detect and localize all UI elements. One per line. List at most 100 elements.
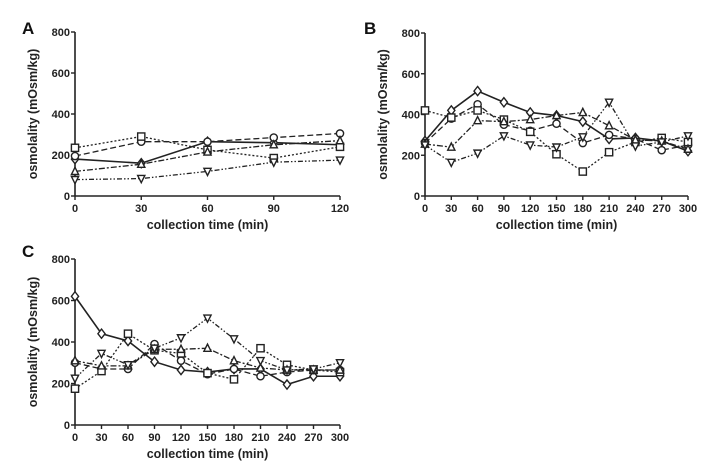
panel-b: B 0 200 400 600 800 0 30 60 90 120 150 180 210 240 270 3… — [364, 19, 697, 232]
x-tick-label: 270 — [304, 432, 322, 444]
triangle-down-marker — [149, 344, 160, 354]
series-line — [74, 132, 341, 157]
diamond-marker — [176, 364, 186, 376]
triangle-up-marker — [551, 109, 562, 120]
circle-marker — [604, 130, 614, 140]
x-tick-label: 150 — [547, 203, 565, 215]
y-axis-label: osmolality (mOsm/kg) — [26, 277, 40, 408]
x-tick-label: 240 — [278, 432, 296, 444]
square-marker — [525, 127, 535, 137]
triangle-up-marker — [229, 355, 239, 365]
square-marker — [203, 368, 212, 378]
panel-label: B — [364, 19, 376, 38]
diamond-marker — [150, 355, 159, 368]
y-axis-label: osmolality (mOsm/kg) — [376, 49, 390, 180]
y-tick-label: 800 — [402, 28, 420, 40]
square-marker — [70, 384, 80, 393]
triangle-down-marker — [604, 98, 614, 108]
square-marker — [604, 147, 614, 157]
x-tick-label: 90 — [148, 432, 160, 444]
triangle-up-marker — [202, 146, 213, 156]
series-line — [74, 159, 341, 181]
diamond-marker — [578, 115, 588, 128]
circle-marker — [176, 356, 186, 365]
circle-marker — [552, 119, 561, 128]
x-tick-label: 30 — [135, 203, 147, 215]
series-line — [424, 101, 689, 164]
triangle-down-marker — [656, 138, 667, 148]
series-triangle-down — [70, 314, 345, 384]
y-tick-label: 400 — [402, 110, 420, 122]
circle-marker — [229, 364, 239, 374]
series-triangle-down — [70, 156, 345, 186]
triangle-down-marker — [229, 335, 239, 345]
y-tick-label: 800 — [52, 27, 70, 39]
triangle-up-marker — [578, 106, 588, 117]
x-tick-label: 0 — [422, 203, 428, 215]
triangle-down-marker — [202, 167, 213, 178]
triangle-down-marker — [136, 174, 146, 185]
diamond-marker — [70, 290, 80, 303]
square-marker — [70, 143, 80, 153]
y-tick-label: 600 — [52, 296, 70, 308]
triangle-down-marker — [446, 158, 457, 169]
triangle-up-marker — [683, 143, 693, 153]
series-triangle-up — [420, 106, 693, 153]
triangle-down-marker — [578, 133, 588, 143]
panel-label: A — [22, 19, 34, 38]
series-triangle-up — [70, 134, 345, 176]
diamond-marker — [123, 335, 133, 347]
x-axis-label: collection time (min) — [496, 218, 618, 232]
triangle-down-marker — [308, 365, 319, 375]
diamond-marker — [499, 96, 509, 109]
x-tick-label: 120 — [331, 203, 349, 215]
x-tick-label: 210 — [600, 203, 618, 215]
triangle-up-marker — [176, 343, 186, 354]
triangle-up-marker — [136, 158, 146, 169]
series-square — [70, 329, 345, 393]
triangle-down-marker — [96, 349, 107, 360]
y-tick-label: 400 — [52, 109, 70, 121]
x-tick-label: 0 — [72, 203, 78, 215]
circle-marker — [70, 151, 80, 161]
y-tick-label: 400 — [52, 337, 70, 349]
square-marker — [420, 106, 430, 115]
x-axis-label: collection time (min) — [147, 447, 269, 461]
circle-marker — [203, 137, 212, 146]
x-tick-label: 90 — [498, 203, 510, 215]
triangle-up-marker — [96, 360, 107, 370]
square-marker — [136, 132, 146, 141]
x-tick-label: 210 — [251, 432, 269, 444]
square-marker — [123, 329, 133, 339]
y-tick-label: 600 — [52, 68, 70, 80]
triangle-up-marker — [70, 355, 80, 365]
triangle-down-marker — [202, 314, 213, 324]
panel-a: A 0 200 400 600 800 0 30 60 90 120 collection time … — [22, 19, 349, 232]
panel-label: C — [22, 242, 34, 261]
triangle-down-marker — [176, 334, 186, 344]
x-tick-label: 270 — [653, 203, 671, 215]
y-tick-label: 0 — [414, 191, 420, 203]
square-marker — [473, 106, 482, 115]
triangle-up-marker — [269, 139, 279, 149]
triangle-down-marker — [683, 132, 693, 142]
circle-marker — [256, 371, 265, 381]
square-marker — [256, 343, 265, 353]
x-tick-label: 90 — [268, 203, 280, 215]
triangle-down-marker — [123, 361, 133, 371]
x-tick-label: 150 — [198, 432, 216, 444]
triangle-down-marker — [525, 141, 535, 151]
x-tick-label: 180 — [225, 432, 243, 444]
triangle-up-marker — [525, 113, 535, 124]
triangle-down-marker — [499, 132, 509, 142]
triangle-up-marker — [202, 342, 213, 353]
x-tick-label: 180 — [574, 203, 592, 215]
triangle-up-marker — [335, 364, 345, 374]
diamond-marker — [282, 378, 292, 391]
x-tick-label: 60 — [201, 203, 213, 215]
y-tick-label: 200 — [52, 150, 70, 162]
x-axis-label: collection time (min) — [147, 218, 269, 232]
triangle-down-marker — [70, 374, 80, 384]
y-axis-label: osmolality (mOsm/kg) — [26, 49, 40, 180]
series-line — [74, 135, 341, 159]
